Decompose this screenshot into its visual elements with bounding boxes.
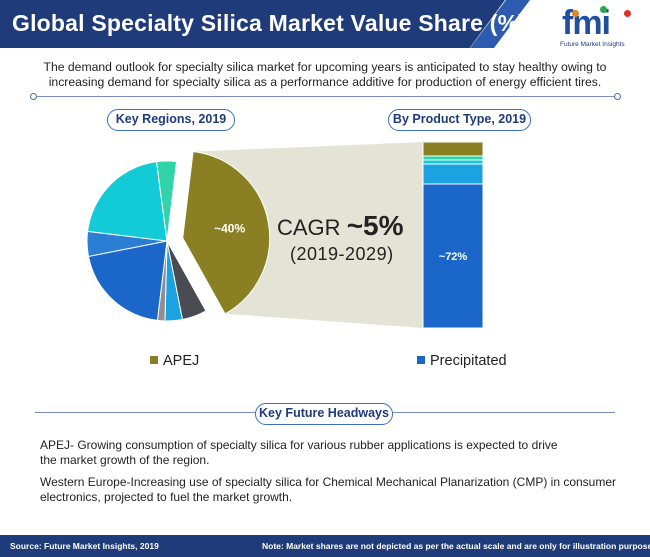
- legend-label-apej: APEJ: [163, 353, 200, 369]
- legend-right: Precipitated: [417, 353, 507, 369]
- footer-source: Source: Future Market Insights, 2019: [10, 541, 159, 551]
- divider-dot-left: [30, 93, 37, 100]
- divider-dot-right: [614, 93, 621, 100]
- product-type-pill: By Product Type, 2019: [388, 109, 531, 131]
- charts-canvas: ~40% ~72%: [86, 141, 484, 329]
- bar-segment-1: [422, 163, 484, 185]
- product-type-bar: ~72%: [422, 141, 484, 329]
- legend-swatch-precipitated: [417, 356, 425, 365]
- bar-segment-2: [422, 159, 484, 165]
- legend-left: APEJ: [150, 353, 199, 369]
- title-bar: [0, 0, 505, 48]
- bar-segment-4: [422, 141, 484, 157]
- pie-slice-7: [155, 160, 178, 242]
- pie-slice-label-apej: ~40%: [214, 222, 245, 236]
- cagr-label: CAGR ~5%: [277, 210, 404, 242]
- logo-dot-icon: [600, 6, 607, 13]
- page-title: Global Specialty Silica Market Value Sha…: [12, 10, 527, 36]
- fmi-logo: fmi Future Market Insights: [560, 4, 642, 50]
- logo-subtitle: Future Market Insights: [560, 41, 625, 48]
- pie-slice-6: [87, 161, 168, 242]
- bar-segment-3: [422, 155, 484, 161]
- legend-swatch-apej: [150, 356, 158, 365]
- pie-slice-apej: [182, 150, 271, 315]
- intro-text: The demand outlook for specialty silica …: [43, 60, 607, 89]
- cagr-period: (2019-2029): [290, 244, 394, 264]
- divider: [35, 96, 615, 97]
- cagr-text: CAGR: [277, 215, 347, 240]
- headway-item-western-europe: Western Europe-Increasing use of special…: [40, 475, 617, 504]
- legend-label-precipitated: Precipitated: [430, 353, 507, 369]
- footer: Source: Future Market Insights, 2019 Not…: [0, 535, 650, 557]
- footer-note: Note: Market shares are not depicted as …: [262, 541, 650, 551]
- logo-dot-icon: [572, 10, 579, 17]
- bar-segment-label-precipitated: ~72%: [439, 251, 468, 263]
- regions-pie: ~40%: [86, 150, 271, 322]
- bar-segment-precipitated: [422, 183, 484, 329]
- header: Global Specialty Silica Market Value Sha…: [0, 0, 650, 52]
- headway-item-apej: APEJ- Growing consumption of specialty s…: [40, 438, 558, 467]
- cagr-value: ~5%: [346, 210, 404, 241]
- headways-pill: Key Future Headways: [255, 403, 393, 425]
- logo-dot-icon: [624, 10, 631, 17]
- key-regions-pill: Key Regions, 2019: [107, 109, 235, 131]
- pie-slice-4: [87, 240, 168, 321]
